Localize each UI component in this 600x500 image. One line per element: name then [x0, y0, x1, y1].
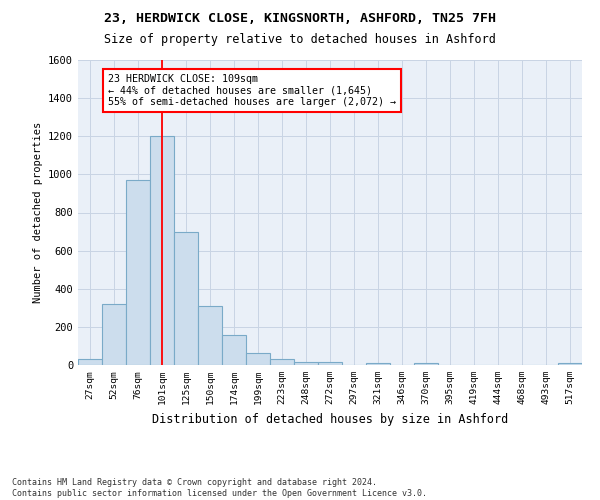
Text: 23 HERDWICK CLOSE: 109sqm
← 44% of detached houses are smaller (1,645)
55% of se: 23 HERDWICK CLOSE: 109sqm ← 44% of detac… — [108, 74, 396, 107]
X-axis label: Distribution of detached houses by size in Ashford: Distribution of detached houses by size … — [152, 412, 508, 426]
Bar — [78, 360, 102, 365]
Text: Size of property relative to detached houses in Ashford: Size of property relative to detached ho… — [104, 32, 496, 46]
Bar — [222, 336, 246, 365]
Bar — [270, 360, 294, 365]
Text: Contains HM Land Registry data © Crown copyright and database right 2024.
Contai: Contains HM Land Registry data © Crown c… — [12, 478, 427, 498]
Bar — [558, 363, 582, 365]
Bar — [174, 232, 198, 365]
Bar — [366, 363, 390, 365]
Y-axis label: Number of detached properties: Number of detached properties — [32, 122, 43, 303]
Bar — [414, 362, 438, 365]
Bar — [294, 362, 318, 365]
Bar — [318, 362, 342, 365]
Bar — [102, 304, 126, 365]
Bar — [150, 136, 174, 365]
Bar — [198, 306, 222, 365]
Text: 23, HERDWICK CLOSE, KINGSNORTH, ASHFORD, TN25 7FH: 23, HERDWICK CLOSE, KINGSNORTH, ASHFORD,… — [104, 12, 496, 26]
Bar — [126, 180, 150, 365]
Bar — [246, 352, 270, 365]
